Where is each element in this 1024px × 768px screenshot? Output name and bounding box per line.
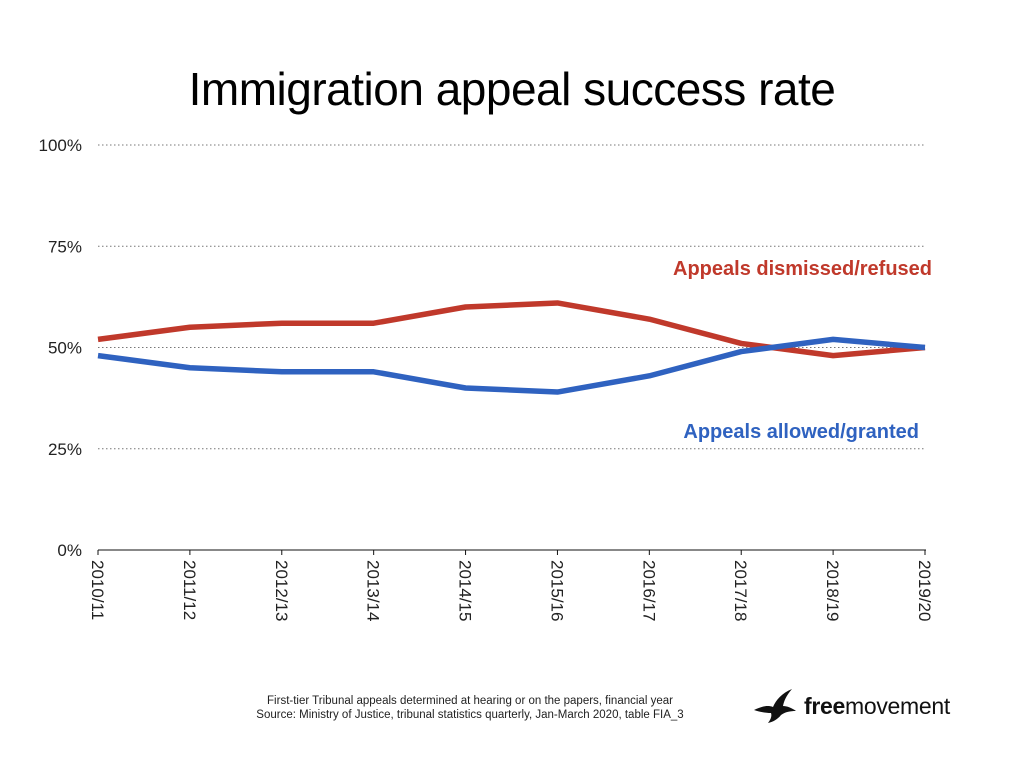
footnote: First-tier Tribunal appeals determined a… bbox=[210, 694, 730, 722]
freemovement-logo: freemovement bbox=[752, 686, 950, 726]
y-tick-label: 100% bbox=[39, 136, 82, 155]
footnote-line-2: Source: Ministry of Justice, tribunal st… bbox=[256, 709, 684, 721]
series-label-allowed: Appeals allowed/granted bbox=[683, 421, 919, 443]
y-tick-label: 75% bbox=[48, 237, 82, 256]
x-tick-label: 2017/18 bbox=[731, 560, 750, 621]
series-lines bbox=[97, 300, 926, 395]
footnote-line-1: First-tier Tribunal appeals determined a… bbox=[267, 695, 673, 707]
y-axis-tick-labels: 0% 25% 50% 75% 100% bbox=[39, 136, 82, 560]
x-tick-label: 2011/12 bbox=[180, 560, 199, 620]
y-tick-label: 50% bbox=[48, 339, 82, 358]
x-tick-label: 2013/14 bbox=[364, 560, 383, 621]
series-line bbox=[97, 336, 926, 395]
x-tick-label: 2010/11 bbox=[88, 560, 107, 620]
logo-wordmark: freemovement bbox=[804, 692, 950, 719]
series-label-dismissed: Appeals dismissed/refused bbox=[673, 258, 932, 280]
y-tick-label: 0% bbox=[57, 541, 82, 560]
x-tick-label: 2019/20 bbox=[915, 560, 934, 621]
y-tick-label: 25% bbox=[48, 440, 82, 459]
x-axis: 2010/11 2011/12 2012/13 2013/14 2014/15 2015/… bbox=[88, 549, 934, 621]
x-tick-label: 2016/17 bbox=[639, 560, 658, 621]
x-tick-label: 2014/15 bbox=[456, 560, 475, 621]
series-line bbox=[97, 300, 926, 359]
chart-title: Immigration appeal success rate bbox=[188, 63, 836, 115]
gridlines bbox=[98, 144, 925, 450]
series-labels: Appeals dismissed/refused Appeals allowed… bbox=[673, 258, 932, 443]
x-tick-label: 2012/13 bbox=[272, 560, 291, 621]
x-tick-label: 2015/16 bbox=[547, 560, 566, 621]
x-tick-label: 2018/19 bbox=[823, 560, 842, 621]
bird-icon bbox=[754, 689, 796, 723]
